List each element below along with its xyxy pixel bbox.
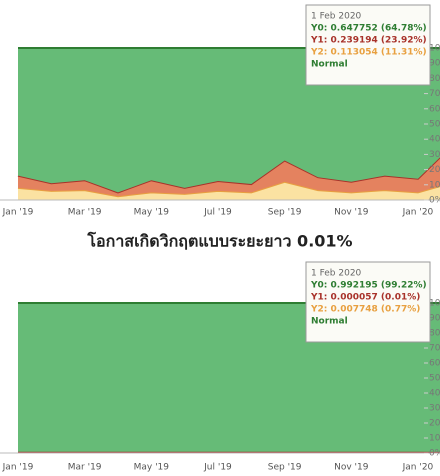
y-tick-label: 70% bbox=[429, 89, 440, 99]
x-tick-label: Jan '19 bbox=[2, 463, 34, 473]
area-line bbox=[17, 180, 440, 198]
y-tick-label: 0% bbox=[429, 196, 440, 206]
y-tick-label: 10% bbox=[429, 434, 440, 444]
tooltip-date: 1 Feb 2020 bbox=[311, 269, 362, 279]
y-tick-label: 100% bbox=[429, 299, 440, 309]
x-tick-label: Jul '19 bbox=[203, 208, 232, 218]
tooltip-line: Y2: 0.113054 (11.31%) bbox=[310, 48, 427, 58]
x-tick-label: Nov '19 bbox=[334, 208, 369, 218]
area-fill bbox=[18, 157, 440, 197]
area-fill bbox=[18, 181, 440, 200]
y-tick-label: 30% bbox=[429, 150, 440, 160]
tooltip-line: Y0: 0.647752 (64.78%) bbox=[310, 24, 427, 34]
y-tick-label: 40% bbox=[429, 135, 440, 145]
x-tick-label: May '19 bbox=[134, 463, 170, 473]
tooltip-line: Y1: 0.000057 (0.01%) bbox=[310, 293, 420, 303]
x-tick-label: Sep '19 bbox=[268, 208, 302, 218]
y-tick-label: 0% bbox=[429, 449, 440, 459]
x-tick-label: May '19 bbox=[134, 208, 170, 218]
y-tick-label: 40% bbox=[429, 389, 440, 399]
tooltip-box bbox=[305, 261, 431, 343]
x-tick-label: Jul '19 bbox=[203, 463, 232, 473]
tooltip-line: Y1: 0.239194 (23.92%) bbox=[310, 36, 427, 46]
tooltip: 1 Feb 2020 Y0: 0.992195 (99.22%) Y1: 0.000… bbox=[305, 261, 431, 343]
tooltip-line: Y0: 0.992195 (99.22%) bbox=[310, 281, 427, 291]
chart-title: โอกาสเกิดวิกฤตแบบระยะยาว 0.01% bbox=[86, 231, 352, 251]
y-tick-label: 20% bbox=[429, 419, 440, 429]
tooltip-status: Normal bbox=[311, 317, 348, 327]
x-tick-label: Mar '19 bbox=[68, 208, 102, 218]
y-tick-label: 70% bbox=[429, 344, 440, 354]
y-tick-label: 80% bbox=[429, 74, 440, 84]
y-tick-label: 80% bbox=[429, 329, 440, 339]
y-tick-label: 30% bbox=[429, 404, 440, 414]
chart: Jan '19 Mar '19 May '19 Jul '19 Sep '19 Nov '… bbox=[0, 4, 440, 218]
chart: โอกาสเกิดวิกฤตแบบระยะยาว 0.01% Jan '19 Mar… bbox=[0, 231, 440, 473]
y-tick-label: 100% bbox=[429, 44, 440, 54]
y-tick-label: 60% bbox=[429, 104, 440, 114]
x-tick-label: Jan '19 bbox=[2, 208, 34, 218]
y-tick-label: 50% bbox=[429, 374, 440, 384]
x-tick-label: Nov '19 bbox=[334, 463, 369, 473]
tooltip-box bbox=[305, 4, 431, 86]
x-tick-label: Sep '19 bbox=[268, 463, 302, 473]
y-tick-label: 20% bbox=[429, 165, 440, 175]
y-tick-label: 60% bbox=[429, 359, 440, 369]
y-tick-label: 90% bbox=[429, 59, 440, 69]
tooltip-status: Normal bbox=[311, 60, 348, 70]
tooltip-line: Y2: 0.007748 (0.77%) bbox=[310, 305, 420, 315]
y-tick-label: 90% bbox=[429, 314, 440, 324]
tooltip: 1 Feb 2020 Y0: 0.647752 (64.78%) Y1: 0.239… bbox=[305, 4, 431, 86]
x-tick-label: Mar '19 bbox=[68, 463, 102, 473]
x-tick-label: Jan '20 bbox=[402, 463, 434, 473]
y-tick-label: 10% bbox=[429, 180, 440, 190]
x-tick-label: Jan '20 bbox=[402, 208, 434, 218]
y-tick-label: 50% bbox=[429, 120, 440, 130]
tooltip-date: 1 Feb 2020 bbox=[311, 12, 362, 22]
